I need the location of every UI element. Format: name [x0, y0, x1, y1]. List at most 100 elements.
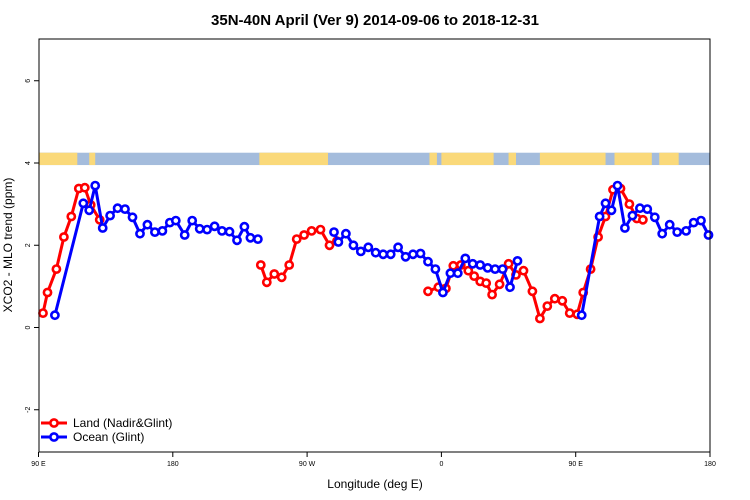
data-point — [42, 287, 53, 298]
data-point — [84, 205, 95, 216]
data-point — [217, 225, 227, 236]
data-point — [487, 289, 497, 300]
x-tick-label: 90 W — [299, 461, 316, 468]
data-point — [284, 260, 295, 270]
data-point — [252, 234, 263, 244]
data-point — [460, 253, 471, 264]
data-point — [261, 277, 272, 288]
data-point — [503, 258, 514, 269]
data-point — [664, 219, 675, 230]
data-point — [549, 293, 560, 304]
data-point — [482, 262, 493, 273]
data-point — [187, 215, 198, 226]
x-tick-label: 180 — [167, 461, 179, 468]
data-point — [112, 203, 123, 214]
data-point — [518, 265, 529, 276]
data-point — [385, 249, 396, 260]
data-point — [363, 242, 374, 253]
data-point — [452, 268, 463, 279]
land-segment — [89, 152, 96, 166]
data-point — [423, 256, 433, 267]
data-point — [535, 313, 545, 324]
data-point — [437, 287, 448, 298]
data-point — [179, 230, 190, 240]
data-point — [299, 230, 309, 240]
data-point — [408, 249, 418, 260]
data-point — [170, 215, 181, 226]
data-point — [696, 215, 706, 226]
data-point — [79, 182, 90, 193]
series-land — [38, 182, 648, 324]
data-point — [142, 219, 153, 230]
data-point — [324, 240, 335, 251]
data-point — [239, 221, 250, 232]
data-point — [291, 234, 302, 244]
data-point — [90, 180, 101, 191]
data-point — [224, 226, 235, 237]
y-axis: -2 0 2 4 6 — [25, 79, 39, 413]
land-segment — [539, 152, 606, 166]
y-tick-label: 0 — [25, 325, 32, 329]
y-axis-label: XCO2 - MLO trend (ppm) — [1, 178, 15, 313]
data-point — [315, 224, 326, 235]
data-point — [703, 230, 714, 240]
x-axis: 90 E 180 90 W 0 90 E 180 — [31, 452, 716, 468]
data-point — [542, 301, 553, 311]
data-point — [105, 210, 115, 221]
series-group — [38, 180, 714, 324]
land-segment — [429, 152, 437, 166]
data-point — [505, 282, 515, 293]
x-tick-label: 90 E — [31, 461, 46, 468]
x-tick-label: 180 — [704, 461, 716, 468]
legend-label: Ocean (Glint) — [73, 430, 144, 444]
data-point — [576, 310, 587, 321]
data-point — [415, 248, 426, 259]
data-point — [620, 223, 630, 233]
data-point — [135, 228, 145, 239]
data-point — [355, 246, 366, 257]
y-tick-label: -2 — [25, 407, 32, 413]
data-point — [393, 242, 403, 253]
data-point — [66, 211, 77, 222]
data-point — [269, 269, 280, 279]
data-point — [194, 223, 205, 234]
data-point — [564, 308, 575, 318]
land-segment — [39, 152, 78, 166]
land-segment — [259, 152, 328, 166]
data-point — [59, 232, 69, 242]
data-point — [557, 295, 568, 306]
data-point — [638, 214, 648, 225]
data-point — [329, 227, 339, 237]
data-point — [423, 286, 433, 297]
data-point — [497, 264, 508, 274]
data-point — [51, 264, 62, 274]
data-point — [127, 212, 138, 223]
data-point — [612, 180, 623, 191]
data-point — [681, 225, 691, 236]
data-point — [38, 308, 48, 318]
chart-title: 35N-40N April (Ver 9) 2014-09-06 to 2018… — [211, 12, 539, 29]
data-point — [475, 260, 486, 270]
data-point — [255, 260, 266, 270]
data-point — [157, 225, 168, 236]
y-tick-label: 6 — [25, 79, 32, 83]
land-segment — [441, 152, 494, 166]
data-point — [276, 272, 287, 283]
data-point — [642, 204, 653, 214]
data-point — [657, 228, 668, 239]
data-point — [672, 227, 683, 237]
data-point — [370, 247, 381, 258]
data-point — [512, 255, 523, 266]
data-point — [490, 264, 500, 274]
data-point — [245, 232, 256, 243]
data-point — [627, 210, 638, 221]
data-point — [688, 217, 699, 228]
data-point — [469, 271, 480, 281]
data-point — [120, 204, 130, 214]
land-sea-band — [39, 152, 710, 166]
data-point — [97, 223, 108, 233]
data-point — [430, 264, 441, 274]
ocean-band — [39, 152, 710, 166]
x-tick-label: 0 — [439, 461, 443, 468]
